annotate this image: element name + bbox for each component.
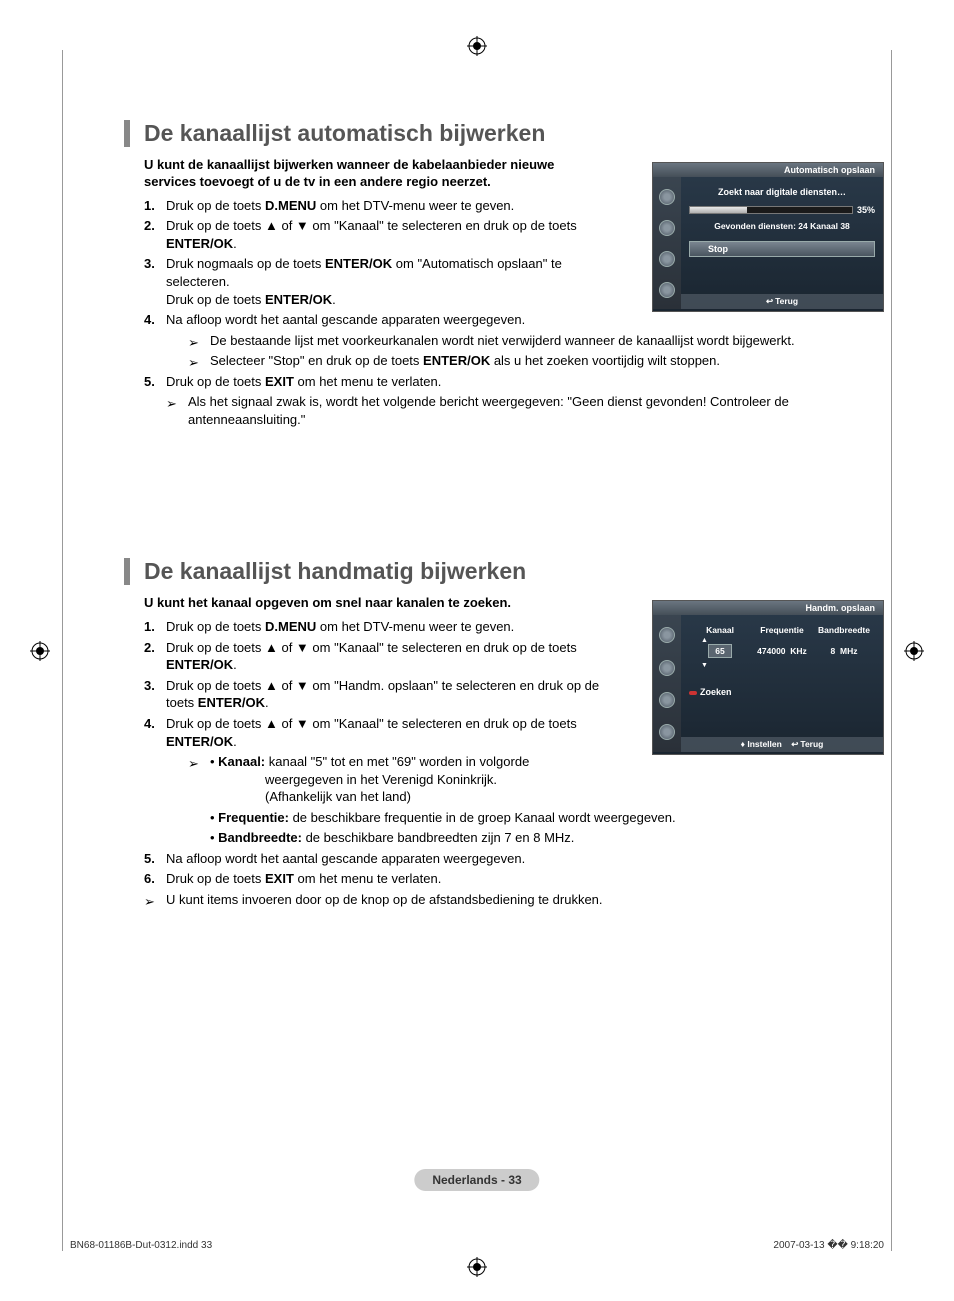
- found-text: Gevonden diensten: 24 Kanaal 38: [689, 221, 875, 231]
- channel-value[interactable]: 65: [708, 644, 731, 658]
- osd-header: Handm. opslaan: [653, 601, 883, 615]
- sidebar-icon: [659, 724, 675, 740]
- registration-mark-bottom: [467, 1257, 487, 1277]
- updown-icon: ♦: [741, 739, 745, 749]
- footer-timestamp: 2007-03-13 �� 9:18:20: [773, 1240, 884, 1251]
- section-intro: U kunt het kanaal opgeven om snel naar k…: [144, 595, 584, 612]
- arrow-icon: ➢: [188, 334, 199, 352]
- osd-sidebar: [653, 177, 681, 309]
- section-auto-update: De kanaallijst automatisch bijwerken U k…: [70, 120, 884, 428]
- column-headers: Kanaal Frequentie Bandbreedte: [689, 625, 875, 635]
- note: ➢ • Kanaal: kanaal "5" tot en met "69" w…: [188, 753, 884, 847]
- osd-footer: ↩Terug: [681, 294, 883, 309]
- stop-button[interactable]: Stop: [689, 241, 875, 257]
- section-title: De kanaallijst handmatig bijwerken: [124, 558, 884, 585]
- sidebar-icon: [659, 692, 675, 708]
- progress-fill: [690, 207, 747, 213]
- red-button-icon: [689, 691, 697, 695]
- osd-sidebar: [653, 615, 681, 752]
- step-4: 4. Na afloop wordt het aantal gescande a…: [144, 311, 884, 370]
- step-5: 5. Druk op de toets EXIT om het menu te …: [144, 373, 884, 429]
- footer-filename: BN68-01186B-Dut-0312.indd 33: [70, 1240, 212, 1251]
- section-intro: U kunt de kanaallijst bijwerken wanneer …: [144, 157, 584, 191]
- down-arrow-icon: ▼: [701, 662, 875, 669]
- osd-auto-store: Automatisch opslaan Zoekt naar digitale …: [652, 162, 884, 312]
- step-6: 6. Druk op de toets EXIT om het menu te …: [144, 870, 884, 888]
- sidebar-icon: [659, 251, 675, 267]
- osd-footer: ♦ Instellen ↩Terug: [681, 737, 883, 752]
- note: ➢ Als het signaal zwak is, wordt het vol…: [166, 393, 884, 428]
- search-label: Zoeken: [689, 687, 875, 697]
- step-5: 5. Na afloop wordt het aantal gescande a…: [144, 850, 884, 868]
- osd-header: Automatisch opslaan: [653, 163, 883, 177]
- progress-percent: 35%: [857, 205, 875, 215]
- arrow-icon: ➢: [166, 395, 177, 413]
- sidebar-icon: [659, 627, 675, 643]
- sidebar-icon: [659, 220, 675, 236]
- searching-label: Zoekt naar digitale diensten…: [689, 187, 875, 197]
- note: ➢ Selecteer "Stop" en druk op de toets E…: [188, 352, 884, 370]
- section-manual-update: De kanaallijst handmatig bijwerken U kun…: [70, 558, 884, 908]
- arrow-icon: ➢: [188, 755, 199, 773]
- section-title: De kanaallijst automatisch bijwerken: [124, 120, 884, 147]
- note: ➢ U kunt items invoeren door op de knop …: [144, 891, 884, 909]
- return-icon: ↩: [766, 296, 773, 307]
- return-icon: ↩: [791, 739, 798, 750]
- arrow-icon: ➢: [188, 354, 199, 372]
- page-marker: Nederlands - 33: [414, 1169, 539, 1191]
- up-arrow-icon: ▲: [701, 637, 875, 644]
- footer: BN68-01186B-Dut-0312.indd 33 2007-03-13 …: [70, 1240, 884, 1251]
- progress-bar: [689, 206, 853, 214]
- value-row: 65 474000 KHz 8 MHz: [689, 644, 875, 658]
- sidebar-icon: [659, 282, 675, 298]
- note: ➢ De bestaande lijst met voorkeurkanalen…: [188, 332, 884, 350]
- sidebar-icon: [659, 189, 675, 205]
- osd-manual-store: Handm. opslaan Kanaal Frequentie Bandbre…: [652, 600, 884, 755]
- arrow-icon: ➢: [144, 893, 155, 911]
- sidebar-icon: [659, 660, 675, 676]
